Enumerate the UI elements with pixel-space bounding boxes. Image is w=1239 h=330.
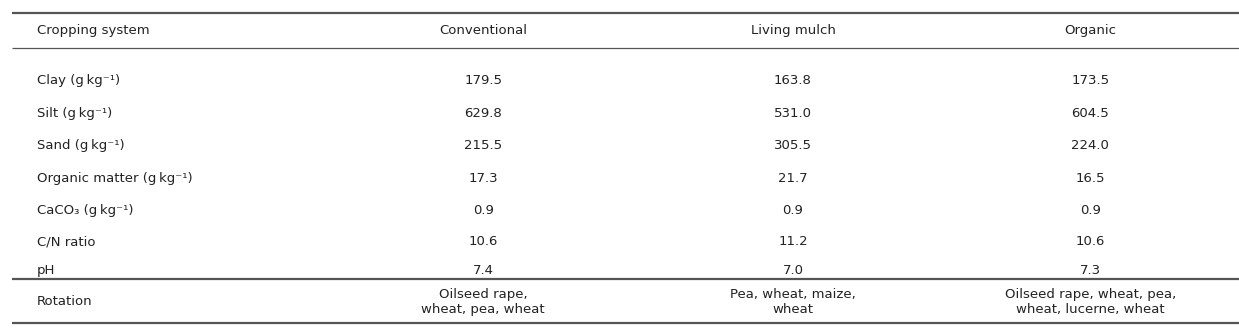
Text: 604.5: 604.5 (1072, 107, 1109, 120)
Text: 629.8: 629.8 (465, 107, 502, 120)
Text: Rotation: Rotation (37, 295, 93, 309)
Text: 0.9: 0.9 (783, 204, 803, 217)
Text: 173.5: 173.5 (1072, 74, 1109, 87)
Text: 531.0: 531.0 (774, 107, 812, 120)
Text: Oilseed rape,
wheat, pea, wheat: Oilseed rape, wheat, pea, wheat (421, 288, 545, 316)
Text: 215.5: 215.5 (465, 139, 502, 152)
Text: pH: pH (37, 264, 56, 277)
Text: 21.7: 21.7 (778, 172, 808, 185)
Text: Silt (g kg⁻¹): Silt (g kg⁻¹) (37, 107, 113, 120)
Text: 0.9: 0.9 (1080, 204, 1100, 217)
Text: 11.2: 11.2 (778, 235, 808, 248)
Text: 305.5: 305.5 (774, 139, 812, 152)
Text: 224.0: 224.0 (1072, 139, 1109, 152)
Text: Conventional: Conventional (439, 24, 528, 37)
Text: CaCO₃ (g kg⁻¹): CaCO₃ (g kg⁻¹) (37, 204, 134, 217)
Text: 10.6: 10.6 (1075, 235, 1105, 248)
Text: Cropping system: Cropping system (37, 24, 150, 37)
Text: Organic matter (g kg⁻¹): Organic matter (g kg⁻¹) (37, 172, 193, 185)
Text: Organic: Organic (1064, 24, 1116, 37)
Text: Oilseed rape, wheat, pea,
wheat, lucerne, wheat: Oilseed rape, wheat, pea, wheat, lucerne… (1005, 288, 1176, 316)
Text: 7.4: 7.4 (473, 264, 493, 277)
Text: Sand (g kg⁻¹): Sand (g kg⁻¹) (37, 139, 125, 152)
Text: 179.5: 179.5 (465, 74, 502, 87)
Text: 7.0: 7.0 (783, 264, 803, 277)
Text: 17.3: 17.3 (468, 172, 498, 185)
Text: 163.8: 163.8 (774, 74, 812, 87)
Text: 16.5: 16.5 (1075, 172, 1105, 185)
Text: 0.9: 0.9 (473, 204, 493, 217)
Text: 7.3: 7.3 (1079, 264, 1101, 277)
Text: Clay (g kg⁻¹): Clay (g kg⁻¹) (37, 74, 120, 87)
Text: 10.6: 10.6 (468, 235, 498, 248)
Text: Living mulch: Living mulch (751, 24, 835, 37)
Text: Pea, wheat, maize,
wheat: Pea, wheat, maize, wheat (730, 288, 856, 316)
Text: C/N ratio: C/N ratio (37, 235, 95, 248)
